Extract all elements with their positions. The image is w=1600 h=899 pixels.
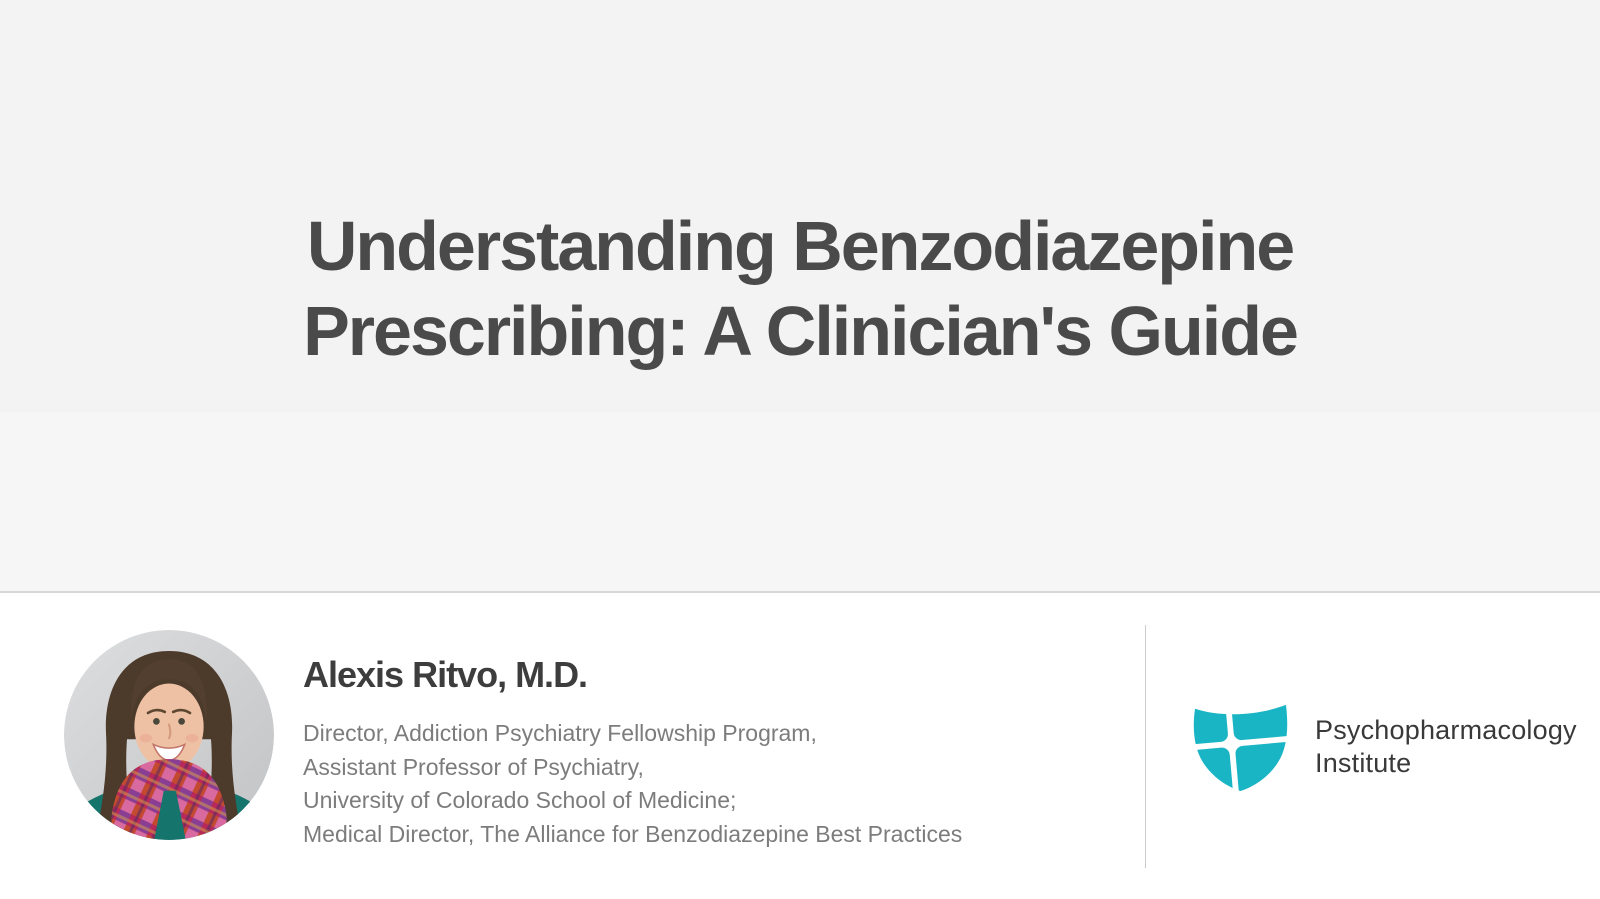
speaker-avatar <box>64 630 274 840</box>
brand-name-line-2: Institute <box>1315 747 1412 778</box>
slide-title: Understanding Benzodiazepine Prescribing… <box>0 204 1600 374</box>
speaker-name: Alexis Ritvo, M.D. <box>303 654 588 695</box>
speaker-credentials: Director, Addiction Psychiatry Fellowshi… <box>303 717 962 851</box>
brand-logo: Psychopharmacology Institute <box>1192 702 1577 791</box>
title-line-2: Prescribing: A Clinician's Guide <box>303 292 1299 370</box>
portrait-illustration <box>64 630 274 840</box>
brand-name: Psychopharmacology Institute <box>1315 714 1577 780</box>
credential-line: Medical Director, The Alliance for Benzo… <box>303 820 963 847</box>
brand-name-line-1: Psychopharmacology <box>1315 714 1577 745</box>
hero-section <box>0 0 1600 593</box>
credential-line: University of Colorado School of Medicin… <box>303 787 737 813</box>
vertical-divider <box>1145 625 1146 868</box>
hero-lower-band <box>0 412 1600 591</box>
title-line-1: Understanding Benzodiazepine <box>306 207 1295 285</box>
shield-icon <box>1192 702 1289 791</box>
credential-line: Assistant Professor of Psychiatry, <box>303 753 644 780</box>
credential-line: Director, Addiction Psychiatry Fellowshi… <box>303 720 817 746</box>
